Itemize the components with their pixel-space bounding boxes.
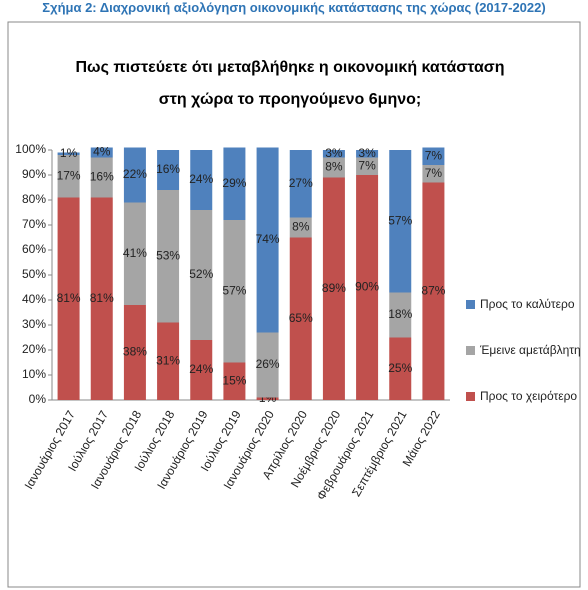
bar-segment	[57, 197, 80, 400]
data-label: 57%	[222, 283, 246, 297]
data-label: 18%	[388, 307, 412, 321]
bar-segment	[289, 237, 312, 400]
bar-segment	[356, 157, 379, 175]
bar-segment	[223, 220, 246, 363]
bar-segment	[422, 147, 445, 165]
data-label: 3%	[325, 146, 343, 160]
legend-swatch	[466, 300, 475, 309]
data-label: 22%	[123, 167, 147, 181]
bar-segment	[389, 292, 412, 338]
data-label: 15%	[222, 373, 246, 387]
bar-segment	[223, 147, 246, 220]
bar-segment	[322, 157, 345, 178]
data-label: 17%	[57, 168, 81, 182]
y-tick-label: 20%	[22, 342, 46, 356]
data-label: 3%	[358, 146, 376, 160]
bar-segment	[123, 202, 146, 305]
bar-segment	[289, 150, 312, 218]
legend-label: Προς το χειρότερο	[480, 389, 577, 403]
y-tick-label: 0%	[29, 392, 47, 406]
data-label: 16%	[90, 170, 114, 184]
data-label: 57%	[388, 213, 412, 227]
data-label: 52%	[189, 267, 213, 281]
data-label: 1%	[60, 146, 78, 160]
bar-segment	[422, 165, 445, 183]
bar-segment	[223, 362, 246, 400]
chart-border	[7, 21, 581, 588]
data-label: 24%	[189, 362, 213, 376]
bar-segment	[123, 305, 146, 400]
bar-segment	[256, 147, 279, 333]
bar-segment	[356, 175, 379, 400]
bar-segment	[90, 147, 113, 158]
data-label: 8%	[292, 220, 310, 234]
data-label: 7%	[358, 158, 376, 172]
x-tick-label: Ιανουάριος 2017	[22, 408, 78, 492]
legend-label: Έμεινε αμετάβλητη	[479, 343, 581, 357]
data-label: 24%	[189, 172, 213, 186]
legend-swatch	[466, 392, 475, 401]
bar-segment	[190, 340, 213, 400]
legend-label: Προς το καλύτερο	[480, 297, 575, 311]
bar-segment	[57, 152, 80, 155]
bar-segment	[90, 157, 113, 198]
bar-segment	[322, 177, 345, 400]
y-tick-label: 50%	[22, 267, 46, 281]
data-label: 29%	[222, 176, 246, 190]
data-label: 81%	[90, 291, 114, 305]
figure-title: Σχήμα 2: Διαχρονική αξιολόγηση οικονομικ…	[42, 0, 546, 15]
bar-segment	[389, 150, 412, 293]
data-label: 89%	[322, 281, 346, 295]
data-label: 25%	[388, 361, 412, 375]
data-label: 27%	[289, 176, 313, 190]
bar-segment	[157, 322, 180, 400]
legend-swatch	[466, 346, 475, 355]
bar-segment	[356, 150, 379, 158]
bar-segment	[389, 337, 412, 400]
data-label: 31%	[156, 353, 180, 367]
bar-segment	[190, 210, 213, 340]
data-label: 74%	[256, 232, 280, 246]
bar-segment	[157, 150, 180, 190]
y-tick-label: 80%	[22, 192, 46, 206]
y-tick-label: 100%	[15, 142, 46, 156]
data-label: 53%	[156, 248, 180, 262]
data-label: 87%	[421, 283, 445, 297]
bar-segment	[90, 197, 113, 400]
bar-segment	[422, 182, 445, 400]
data-label: 38%	[123, 345, 147, 359]
data-label: 7%	[425, 148, 443, 162]
y-tick-label: 90%	[22, 167, 46, 181]
data-label: 65%	[289, 311, 313, 325]
y-tick-label: 10%	[22, 367, 46, 381]
bar-segment	[322, 150, 345, 158]
data-label: 4%	[93, 145, 111, 159]
y-tick-label: 60%	[22, 242, 46, 256]
y-tick-label: 40%	[22, 292, 46, 306]
data-label: 8%	[325, 160, 343, 174]
y-tick-label: 30%	[22, 317, 46, 331]
chart-title: Πως πιστεύετε ότι μεταβλήθηκε η οικονομι…	[75, 59, 505, 108]
bar-segment	[190, 150, 213, 210]
data-label: 81%	[57, 291, 81, 305]
data-label: 41%	[123, 246, 147, 260]
data-label: 26%	[256, 357, 280, 371]
bar-segment	[157, 190, 180, 323]
bar-segment	[123, 147, 146, 203]
bar-segment	[256, 397, 279, 400]
bar-segment	[289, 217, 312, 238]
data-label: 16%	[156, 162, 180, 176]
data-label: 7%	[425, 166, 443, 180]
bar-segment	[57, 155, 80, 198]
y-tick-label: 70%	[22, 217, 46, 231]
data-label: 90%	[355, 280, 379, 294]
bar-segment	[256, 332, 279, 398]
